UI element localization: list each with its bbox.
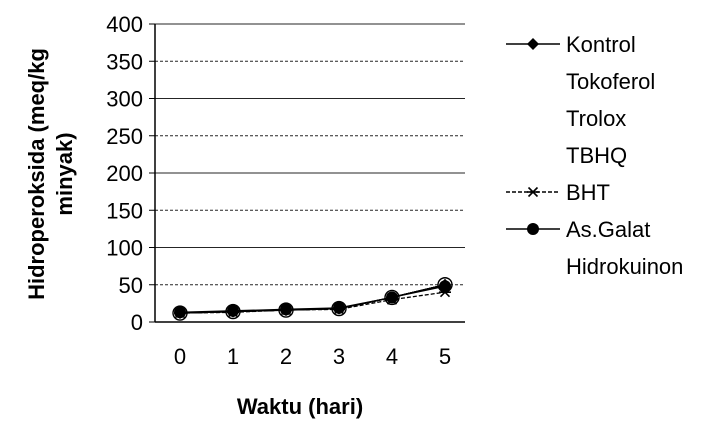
legend-marker-kontrol	[527, 38, 539, 50]
series-markers	[172, 277, 453, 321]
y-tick-label-400: 400	[106, 12, 143, 37]
y-tick-label-300: 300	[106, 87, 143, 112]
y-tick-labels: 0 50 100 150 200 250 300 350 400	[106, 12, 143, 335]
x-tick-label-5: 5	[439, 344, 451, 369]
legend-marker-bht	[527, 186, 539, 198]
y-tick-label-250: 250	[106, 124, 143, 149]
y-axis-title-line-2: minyak)	[52, 132, 77, 215]
gridlines	[155, 23, 465, 286]
marker-as-galat-3	[333, 301, 345, 314]
series-lines	[179, 284, 446, 314]
marker-as-galat-5	[439, 280, 451, 293]
y-tick-label-150: 150	[106, 198, 143, 223]
y-tick-label-200: 200	[106, 161, 143, 186]
y-tick-label-350: 350	[106, 49, 143, 74]
axes	[149, 23, 465, 323]
marker-as-galat-2	[280, 303, 292, 316]
legend-marker-bht-d2	[527, 186, 539, 198]
marker-as-galat-4	[386, 291, 398, 304]
marker-ring-4	[384, 289, 400, 306]
legend-label-as-galat: As.Galat	[566, 217, 650, 242]
y-tick-label-50: 50	[119, 273, 143, 298]
legend: Kontrol Tokoferol Trolox TBHQ BHT As.Galat Hid…	[506, 32, 683, 279]
x-axis-title: Waktu (hari)	[237, 394, 363, 419]
legend-label-kontrol: Kontrol	[566, 32, 636, 57]
x-tick-label-4: 4	[386, 344, 398, 369]
x-tick-label-2: 2	[280, 344, 292, 369]
x-tick-label-1: 1	[227, 344, 239, 369]
marker-ring-1	[225, 303, 241, 320]
series-line-as-galat	[179, 285, 446, 313]
y-axis-title: Hidroperoksida (meq/kg minyak)	[24, 48, 77, 300]
marker-ring-5	[437, 277, 453, 293]
legend-marker-as-galat	[527, 223, 539, 235]
y-tick-label-0: 0	[131, 310, 143, 335]
series-line-hidrokuinon	[179, 284, 446, 314]
x-tick-labels: 0 1 2 3 4 5	[174, 344, 451, 369]
marker-ring-2	[278, 302, 294, 318]
marker-as-galat-1	[227, 304, 239, 317]
legend-label-trolox: Trolox	[566, 106, 626, 131]
legend-label-tokoferol: Tokoferol	[566, 69, 655, 94]
y-axis-title-line-1: Hidroperoksida (meq/kg	[24, 48, 49, 300]
y-tick-label-100: 100	[106, 236, 143, 261]
marker-ring-0	[172, 305, 188, 321]
marker-as-galat-0	[174, 306, 186, 319]
legend-label-bht: BHT	[566, 180, 610, 205]
legend-label-tbhq: TBHQ	[566, 143, 627, 168]
legend-label-hidrokuinon: Hidrokuinon	[566, 254, 683, 279]
x-tick-label-3: 3	[333, 344, 345, 369]
marker-ring-3	[331, 300, 347, 317]
x-tick-label-0: 0	[174, 344, 186, 369]
